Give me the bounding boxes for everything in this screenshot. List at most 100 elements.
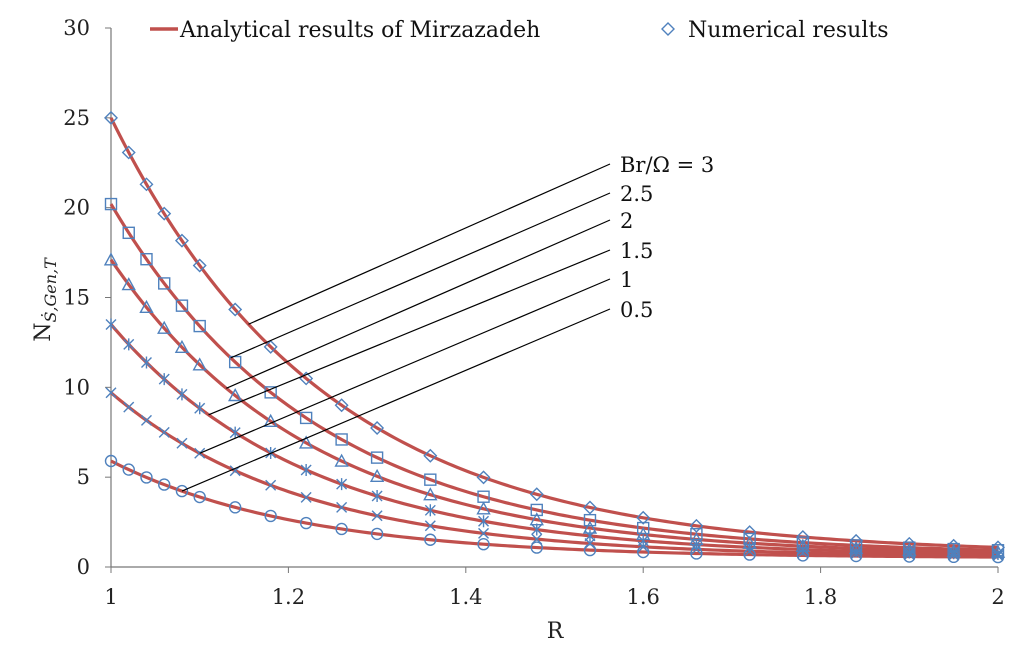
leader-line-3	[248, 163, 611, 325]
marker-square	[158, 277, 171, 290]
marker-circle	[849, 549, 863, 563]
annotation-label-3: Br/Ω = 3	[620, 153, 714, 177]
marker-triangle	[139, 299, 154, 314]
marker-circle	[947, 550, 960, 564]
marker-square	[637, 521, 650, 535]
marker-star	[176, 388, 188, 401]
annotation-label-2.5: 2.5	[620, 182, 653, 206]
y-tick-label: 15	[63, 286, 90, 310]
x-axis-title: R	[547, 619, 565, 644]
marker-x	[478, 527, 490, 539]
marker-star	[478, 515, 490, 528]
marker-triangle	[334, 453, 349, 467]
marker-triangle	[263, 413, 278, 427]
marker-diamond	[334, 398, 349, 413]
annotation-label-1.5: 1.5	[620, 239, 653, 263]
marker-triangle	[228, 388, 243, 402]
marker-diamond	[228, 302, 243, 317]
marker-star	[531, 523, 543, 536]
marker-circle	[530, 541, 543, 554]
marker-diamond	[192, 258, 207, 273]
marker-circle	[796, 549, 810, 562]
marker-diamond	[529, 487, 544, 502]
x-tick-label: 1.6	[626, 585, 659, 609]
marker-diamond	[370, 420, 385, 435]
marker-star	[123, 338, 135, 351]
marker-diamond	[121, 145, 136, 160]
marker-square	[264, 386, 277, 399]
numerical-markers	[103, 110, 1006, 564]
marker-circle	[193, 490, 206, 504]
marker-triangle	[121, 277, 136, 291]
marker-circle	[991, 550, 1005, 564]
marker-circle	[158, 478, 171, 491]
marker-circle	[477, 537, 490, 551]
annotation-label-1: 1	[620, 268, 633, 292]
marker-circle	[228, 501, 242, 514]
marker-x	[265, 479, 277, 491]
marker-circle	[264, 509, 277, 523]
marker-triangle	[298, 435, 314, 449]
x-tick-label: 1.4	[449, 585, 482, 609]
marker-diamond	[174, 233, 189, 248]
marker-x	[140, 414, 152, 426]
marker-square	[175, 299, 189, 312]
marker-square	[370, 451, 384, 464]
legend-label-analytical: Analytical results of Mirzazadeh	[179, 18, 540, 43]
marker-x	[424, 520, 436, 532]
marker-x	[850, 548, 862, 560]
marker-diamond	[689, 518, 704, 533]
marker-square	[193, 319, 206, 333]
marker-diamond	[795, 530, 810, 544]
x-tick-label: 2	[991, 585, 1004, 609]
y-tick-label: 30	[63, 16, 90, 40]
marker-circle	[370, 527, 384, 541]
marker-star	[140, 356, 152, 369]
marker-x	[158, 426, 170, 438]
marker-x	[690, 543, 702, 555]
annotations: Br/Ω = 3 2.5 2 1.5 1 0.5	[181, 153, 714, 492]
marker-star	[194, 402, 206, 415]
analytical-curve-1.5	[109, 323, 999, 556]
marker-diamond	[263, 339, 278, 354]
leader-line-1.5	[208, 249, 611, 416]
marker-circle	[583, 543, 597, 557]
marker-square	[140, 252, 153, 266]
x-tick-label: 1	[104, 585, 117, 609]
marker-square	[530, 503, 543, 517]
marker-x	[336, 501, 348, 513]
marker-star	[903, 546, 915, 559]
marker-x	[300, 491, 312, 503]
marker-triangle	[192, 357, 207, 371]
x-tick-label: 1.8	[804, 585, 837, 609]
marker-diamond	[104, 110, 118, 125]
marker-x	[797, 547, 809, 559]
y-tick-label: 10	[63, 375, 90, 399]
marker-square	[299, 411, 313, 425]
marker-star	[992, 547, 1004, 560]
marker-star	[336, 478, 348, 491]
annotation-label-0.5: 0.5	[620, 298, 653, 322]
marker-circle	[424, 533, 437, 546]
marker-x	[176, 437, 188, 449]
marker-circle	[335, 522, 348, 536]
leader-line-0.5	[181, 308, 611, 492]
marker-star	[300, 463, 312, 476]
y-tick-label: 20	[63, 196, 90, 220]
legend: Analytical results of Mirzazadeh Numeric…	[150, 18, 888, 43]
marker-triangle	[103, 252, 119, 266]
marker-x	[744, 545, 756, 557]
marker-star	[158, 373, 170, 386]
y-tick-label: 25	[63, 106, 90, 130]
marker-triangle	[476, 501, 491, 515]
marker-diamond	[476, 470, 491, 485]
marker-x	[105, 387, 117, 399]
marker-circle	[299, 516, 313, 530]
marker-star	[424, 504, 436, 517]
marker-circle	[175, 484, 189, 498]
marker-circle	[690, 547, 703, 560]
marker-square	[104, 197, 118, 211]
marker-diamond	[423, 448, 438, 463]
marker-diamond	[157, 206, 172, 221]
